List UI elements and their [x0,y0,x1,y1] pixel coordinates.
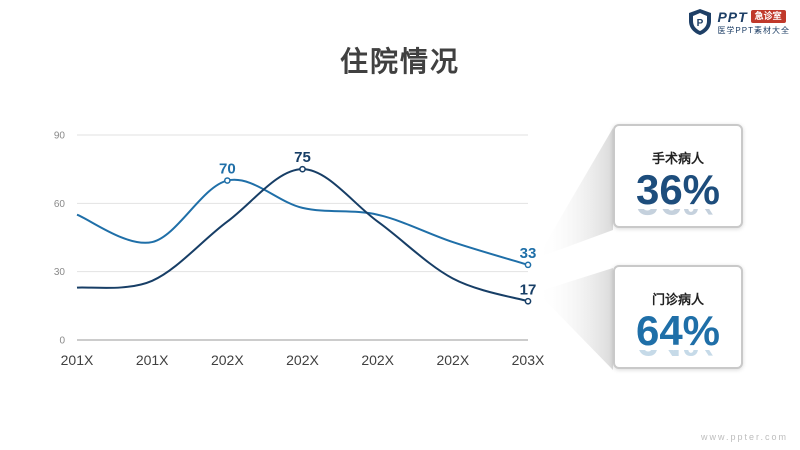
x-tick-label: 203X [512,352,545,368]
logo-subtitle: 医学PPT素材大全 [717,25,790,35]
series-line-1 [76,178,529,266]
data-point [299,165,306,173]
data-point [524,297,532,305]
data-point [524,261,532,269]
data-label: 17 [520,281,537,298]
data-label: 75 [294,149,311,166]
card-label: 手术病人 [651,151,704,166]
card-value: 64% [635,307,721,354]
logo-badge: 急诊室 [750,10,786,23]
x-tick-label: 202X [361,352,394,368]
series-line-2 [76,168,529,303]
x-tick-label: 201X [136,352,169,368]
y-tick-label: 60 [54,199,66,210]
page-title: 住院情况 [339,46,460,77]
footer-url: www.ppter.com [700,432,788,442]
card-value-reflection: 64% [615,350,741,362]
svg-text:P: P [697,18,704,29]
card-surgery-patients: 手术病人 36% 36% [613,124,743,228]
callout-beam-bottom [537,268,613,370]
data-label: 70 [219,161,236,178]
y-tick-label: 90 [54,131,66,142]
brand-logo: P PPT 急诊室 医学PPT素材大全 [687,8,790,36]
x-tick-label: 202X [436,352,469,368]
callout-beam-top [537,128,613,258]
card-outpatients: 门诊病人 64% 64% [613,265,743,369]
card-value-reflection: 36% [615,209,741,221]
card-value: 36% [635,166,721,213]
x-tick-label: 202X [286,352,319,368]
x-tick-label: 201X [61,352,94,368]
logo-text: PPT [717,8,748,25]
data-point [223,177,231,184]
y-tick-label: 30 [54,267,66,278]
data-label: 33 [520,245,537,262]
x-tick-label: 202X [211,352,244,368]
card-label: 门诊病人 [651,292,704,307]
shield-icon: P [689,9,712,35]
y-tick-label: 0 [59,336,65,347]
